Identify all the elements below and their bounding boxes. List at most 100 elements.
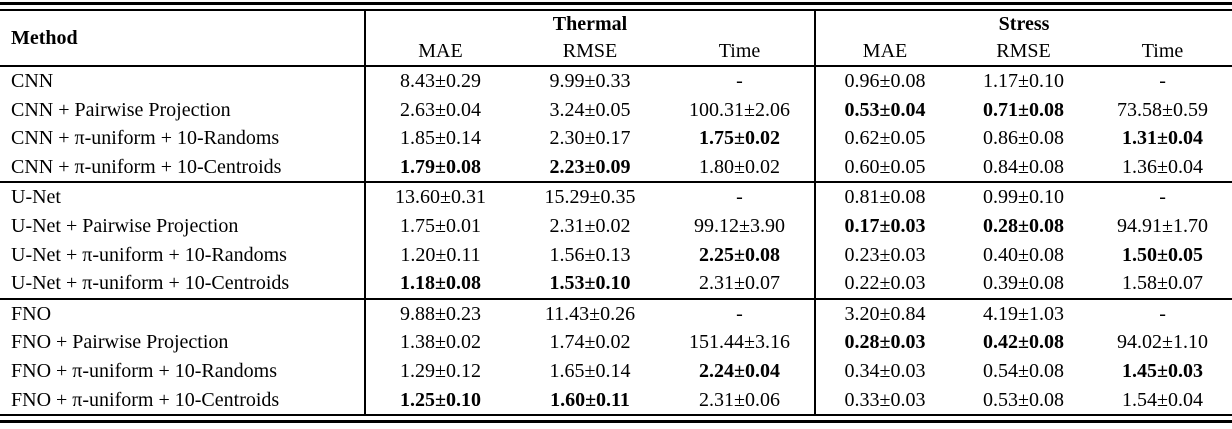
- value-cell: 11.43±0.26: [515, 297, 665, 329]
- value-cell: 1.38±0.02: [364, 328, 515, 357]
- group-header-row: Method Thermal Stress: [0, 10, 1232, 67]
- value-cell: 2.24±0.04: [699, 359, 780, 382]
- sub-header-row: MAE RMSE Time MAE RMSE Time: [0, 38, 1232, 67]
- value-cell: 0.84±0.08: [983, 155, 1065, 178]
- value-cell: -: [665, 297, 816, 329]
- value-cell: 2.31±0.02: [549, 214, 631, 237]
- table-row: CNN + π-uniform + 10-Randoms 1.85±0.14 2.3…: [0, 124, 1232, 153]
- column-group-thermal: Thermal: [363, 10, 816, 38]
- column-header-thermal-rmse: RMSE: [515, 38, 665, 67]
- value-cell: 0.99±0.10: [954, 181, 1094, 212]
- value-cell: -: [1093, 181, 1232, 212]
- value-cell: 0.81±0.08: [814, 181, 955, 212]
- value-cell: 2.31±0.07: [699, 272, 780, 295]
- value-cell: -: [1159, 70, 1166, 92]
- column-group-stress: Stress: [814, 10, 1232, 38]
- value-cell: 1.85±0.14: [364, 124, 515, 153]
- value-cell: 3.20±0.84: [814, 297, 955, 329]
- method-cell: CNN + Pairwise Projection: [11, 98, 231, 121]
- value-cell: 1.75±0.02: [699, 127, 780, 150]
- value-cell: 1.45±0.03: [1122, 359, 1204, 382]
- table-row: U-Net + Pairwise Projection 1.75±0.01 2.31…: [0, 211, 1232, 241]
- table-row: CNN + π-uniform + 10-Centroids 1.79±0.08 2…: [0, 152, 1232, 183]
- value-cell: 1.20±0.11: [364, 240, 515, 270]
- value-cell: 8.43±0.29: [364, 66, 515, 96]
- value-cell: 1.17±0.10: [983, 70, 1065, 92]
- column-header-method: Method: [0, 10, 365, 67]
- value-cell: 0.96±0.08: [814, 66, 955, 96]
- value-cell: 0.53±0.08: [983, 388, 1065, 411]
- method-cell: U-Net: [0, 181, 365, 212]
- table-row: U-Net + π-uniform + 10-Randoms 1.20±0.11 1…: [0, 240, 1232, 270]
- method-cell: U-Net + Pairwise Projection: [11, 214, 239, 237]
- value-cell: -: [736, 70, 743, 92]
- table-row: U-Net + π-uniform + 10-Centroids 1.18±0.0…: [0, 269, 1232, 299]
- value-cell: 0.34±0.03: [814, 356, 955, 386]
- value-cell: 0.86±0.08: [983, 127, 1065, 150]
- column-header-thermal-time: Time: [665, 38, 816, 67]
- method-cell: FNO: [0, 297, 365, 329]
- value-cell: 2.25±0.08: [699, 243, 780, 266]
- column-header-stress-rmse: RMSE: [954, 38, 1094, 67]
- value-cell: 0.60±0.05: [814, 152, 955, 183]
- value-cell: 1.80±0.02: [699, 155, 780, 178]
- column-header-stress-mae: MAE: [814, 38, 955, 67]
- method-cell: U-Net + π-uniform + 10-Randoms: [11, 243, 287, 266]
- value-cell: 0.17±0.03: [814, 211, 955, 241]
- value-cell: -: [665, 181, 816, 212]
- value-cell: 1.60±0.11: [550, 388, 630, 411]
- value-cell: 0.62±0.05: [814, 124, 955, 153]
- method-cell: CNN + π-uniform + 10-Randoms: [11, 127, 280, 150]
- value-cell: 151.44±3.16: [689, 331, 790, 354]
- method-cell: FNO + Pairwise Projection: [11, 331, 229, 354]
- row-group-unet: U-Net 13.60±0.31 15.29±0.35-0.81±0.08 0.99±…: [0, 181, 1232, 299]
- value-cell: 1.65±0.14: [549, 359, 631, 382]
- value-cell: 0.42±0.08: [983, 331, 1065, 354]
- value-cell: 1.31±0.04: [1122, 127, 1204, 150]
- value-cell: 0.28±0.08: [983, 214, 1065, 237]
- method-cell: CNN: [11, 70, 54, 92]
- table-row: CNN 8.43±0.29 9.99±0.33 - 0.96±0.08 1.17±0.10…: [0, 66, 1232, 96]
- table-row: FNO 9.88±0.23 11.43±0.26-3.20±0.84 4.19±1.0…: [0, 297, 1232, 329]
- column-header-thermal-mae: MAE: [364, 38, 515, 67]
- value-cell: 1.54±0.04: [1122, 388, 1204, 411]
- value-cell: 1.25±0.10: [364, 385, 515, 416]
- value-cell: 0.39±0.08: [983, 272, 1065, 295]
- value-cell: 9.99±0.33: [549, 70, 631, 92]
- value-cell: 94.91±1.70: [1117, 214, 1209, 237]
- value-cell: 1.58±0.07: [1122, 272, 1204, 295]
- results-table: Method Thermal Stress MAE RMSE Time MAE …: [0, 9, 1232, 417]
- method-cell: FNO + π-uniform + 10-Randoms: [11, 359, 277, 382]
- value-cell: 1.79±0.08: [364, 152, 515, 183]
- value-cell: 0.53±0.04: [814, 95, 955, 125]
- value-cell: 2.63±0.04: [364, 95, 515, 125]
- value-cell: 1.75±0.01: [364, 211, 515, 241]
- value-cell: 0.40±0.08: [983, 243, 1065, 266]
- value-cell: 1.18±0.08: [364, 269, 515, 299]
- method-cell: FNO + π-uniform + 10-Centroids: [11, 388, 280, 411]
- value-cell: 94.02±1.10: [1117, 331, 1209, 354]
- value-cell: 1.74±0.02: [549, 331, 631, 354]
- value-cell: 100.31±2.06: [689, 98, 790, 121]
- table-row: FNO + π-uniform + 10-Centroids 1.25±0.10 1…: [0, 385, 1232, 416]
- value-cell: 1.56±0.13: [549, 243, 631, 266]
- value-cell: 1.53±0.10: [549, 272, 631, 295]
- value-cell: 13.60±0.31: [364, 181, 515, 212]
- value-cell: 2.30±0.17: [549, 127, 631, 150]
- value-cell: 0.23±0.03: [814, 240, 955, 270]
- value-cell: 0.28±0.03: [814, 328, 955, 357]
- value-cell: 73.58±0.59: [1117, 98, 1209, 121]
- value-cell: 4.19±1.03: [954, 297, 1094, 329]
- table-row: FNO + Pairwise Projection 1.38±0.02 1.74±0…: [0, 328, 1232, 357]
- value-cell: 1.50±0.05: [1122, 243, 1204, 266]
- method-cell: CNN + π-uniform + 10-Centroids: [11, 155, 282, 178]
- table-row: U-Net 13.60±0.31 15.29±0.35-0.81±0.08 0.99±…: [0, 181, 1232, 212]
- value-cell: 1.36±0.04: [1122, 155, 1204, 178]
- value-cell: 0.33±0.03: [814, 385, 955, 416]
- value-cell: 2.31±0.06: [699, 388, 780, 411]
- value-cell: 1.29±0.12: [364, 356, 515, 386]
- value-cell: 2.23±0.09: [549, 155, 631, 178]
- column-header-stress-time: Time: [1093, 38, 1232, 67]
- method-cell: U-Net + π-uniform + 10-Centroids: [11, 272, 290, 295]
- value-cell: -: [1093, 297, 1232, 329]
